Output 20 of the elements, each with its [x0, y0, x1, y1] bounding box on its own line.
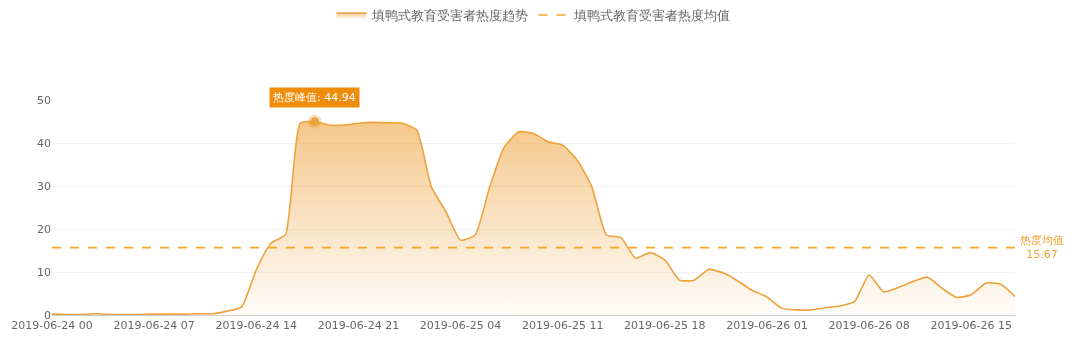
y-tick-label: 20 — [37, 222, 51, 236]
x-tick-label: 2019-06-24 00 — [11, 319, 93, 333]
x-tick-label: 2019-06-24 07 — [113, 319, 195, 333]
y-tick-label: 50 — [37, 93, 51, 107]
legend-label: 填鸭式教育受害者热度趋势 — [370, 8, 528, 24]
x-tick-label: 2019-06-26 08 — [828, 319, 910, 333]
x-tick-label: 2019-06-25 11 — [521, 319, 604, 333]
x-tick-label: 2019-06-24 14 — [215, 319, 297, 333]
annotation: 热度均值 15.67 — [1020, 234, 1064, 262]
x-tick-label: 2019-06-25 18 — [624, 319, 706, 333]
y-tick-label: 30 — [37, 179, 51, 193]
y-tick-label: 10 — [37, 265, 51, 279]
legend-label: 填鸭式教育受害者热度均值 — [572, 8, 730, 24]
x-tick-label: 2019-06-26 01 — [726, 319, 808, 333]
x-tick-label: 2019-06-24 21 — [317, 319, 400, 333]
x-tick-label: 2019-06-26 15 — [930, 319, 1012, 333]
annotation: 热度峰值: 44.94 — [273, 91, 356, 104]
x-tick-label: 2019-06-25 04 — [419, 319, 502, 333]
y-tick-label: 40 — [37, 136, 51, 150]
y-tick-label: 0 — [44, 308, 51, 322]
